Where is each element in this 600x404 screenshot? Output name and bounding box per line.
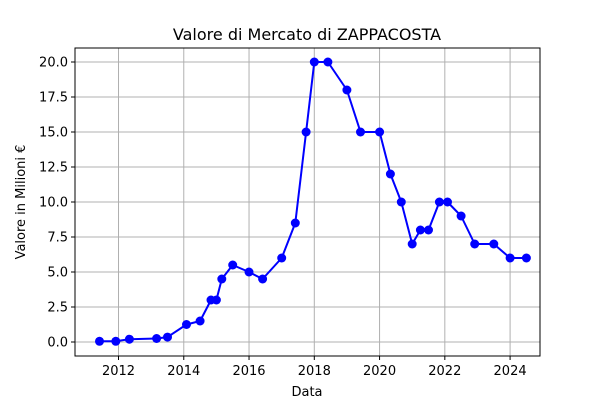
- y-tick-label: 2.5: [47, 301, 68, 316]
- x-tick-label: 2014: [167, 364, 200, 379]
- data-point: [470, 239, 480, 249]
- data-point: [489, 239, 499, 249]
- data-point: [434, 197, 444, 207]
- y-tick-label: 12.5: [39, 161, 68, 176]
- y-axis-label: Valore in Milioni €: [14, 145, 29, 260]
- data-points: [95, 57, 531, 346]
- data-point: [182, 320, 191, 329]
- data-point: [407, 239, 417, 249]
- data-point: [443, 197, 452, 207]
- x-tick-label: 2024: [494, 364, 527, 379]
- data-point: [195, 316, 205, 326]
- data-point: [396, 197, 406, 207]
- data-point: [152, 334, 162, 343]
- data-point: [342, 85, 352, 95]
- data-point: [323, 57, 333, 67]
- y-tick-label: 20.0: [39, 56, 68, 71]
- x-tick-label: 2020: [363, 364, 396, 379]
- data-point: [505, 253, 515, 263]
- data-point: [309, 57, 319, 67]
- grid: [75, 48, 540, 356]
- data-point: [375, 127, 385, 137]
- x-tick-label: 2022: [428, 364, 461, 379]
- y-tick-label: 10.0: [39, 196, 68, 211]
- y-tick-label: 5.0: [47, 266, 68, 281]
- x-axis: 2012 2014 2016 2018 2020 2022 2024: [102, 356, 527, 379]
- data-point: [244, 267, 254, 277]
- x-axis-label: Data: [291, 385, 322, 400]
- data-point: [111, 336, 121, 346]
- x-tick-label: 2012: [102, 364, 135, 379]
- data-point: [356, 127, 365, 137]
- data-point: [290, 218, 300, 228]
- data-point: [228, 260, 238, 270]
- data-point: [415, 225, 425, 235]
- data-point: [277, 253, 287, 263]
- x-tick-label: 2016: [232, 364, 265, 379]
- data-point: [163, 332, 172, 342]
- data-point: [95, 336, 104, 346]
- data-point: [456, 211, 466, 221]
- x-tick-label: 2018: [298, 364, 331, 379]
- data-point: [217, 274, 227, 284]
- data-point: [521, 253, 531, 263]
- y-axis: 0.0 2.5 5.0 7.5 10.0 12.5 15.0 17.5 20.0: [39, 56, 75, 351]
- y-tick-label: 0.0: [47, 336, 68, 351]
- y-tick-label: 15.0: [39, 126, 68, 141]
- data-point: [301, 127, 311, 137]
- data-point: [124, 334, 134, 344]
- y-tick-label: 17.5: [39, 91, 68, 106]
- chart-title: Valore di Mercato di ZAPPACOSTA: [173, 25, 441, 44]
- data-point: [211, 295, 221, 305]
- data-point: [385, 169, 395, 179]
- data-point: [258, 274, 268, 284]
- y-tick-label: 7.5: [47, 231, 68, 246]
- data-point: [424, 225, 433, 235]
